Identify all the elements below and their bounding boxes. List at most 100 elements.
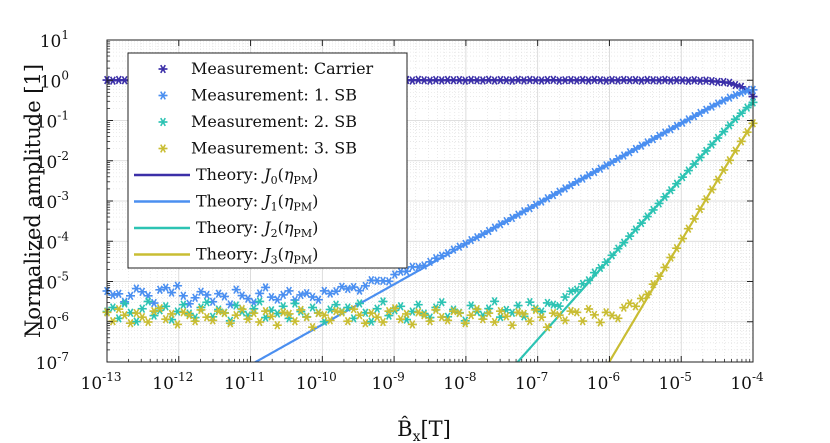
marker-measurement-3-sb [355, 310, 365, 320]
marker-measurement-3-sb [490, 317, 500, 327]
marker-measurement-2-sb [689, 159, 699, 169]
marker-measurement-3-sb [108, 316, 118, 326]
marker-measurement-1-sb [313, 295, 323, 305]
x-tick-base: 10 [659, 374, 681, 394]
marker-measurement-1-sb [419, 261, 429, 270]
marker-measurement-2-sb [601, 257, 611, 267]
marker-measurement-3-sb [472, 304, 482, 314]
marker-measurement-3-sb [331, 306, 341, 316]
marker-measurement-3-sb [396, 314, 406, 324]
marker-measurement-2-sb [355, 299, 365, 308]
x-tick-exponent: -11 [246, 370, 265, 384]
marker-measurement-3-sb [372, 312, 382, 322]
marker-measurement-3-sb [448, 306, 458, 316]
x-tick-label: 10-8 [443, 370, 476, 394]
marker-measurement-1-sb [601, 161, 611, 170]
marker-measurement-2-sb [308, 303, 318, 312]
marker-measurement-3-sb [337, 308, 347, 317]
marker-measurement-carrier [730, 80, 740, 90]
legend-box [127, 52, 408, 269]
x-tick-base: 10 [81, 374, 103, 394]
legend-paren-close: ) [312, 218, 318, 237]
marker-measurement-2-sb [725, 121, 735, 130]
marker-measurement-3-sb [678, 234, 688, 243]
marker-measurement-2-sb [413, 300, 423, 309]
y-tick-label: 101 [40, 28, 69, 52]
marker-measurement-2-sb [290, 299, 300, 308]
y-tick-base: 10 [36, 193, 58, 213]
marker-measurement-2-sb [678, 172, 688, 182]
legend-marker-icon [158, 91, 168, 100]
marker-measurement-1-sb [184, 299, 194, 309]
legend-paren-open: ( [278, 192, 284, 211]
marker-measurement-3-sb [701, 194, 711, 204]
marker-measurement-3-sb [155, 304, 165, 313]
marker-measurement-1-sb [190, 293, 200, 303]
legend-paren-open: ( [278, 245, 284, 264]
marker-measurement-1-sb [525, 203, 535, 213]
y-tick-label: 10-7 [36, 350, 69, 374]
y-tick-exponent: -6 [57, 310, 69, 324]
marker-measurement-3-sb [325, 316, 335, 325]
marker-measurement-1-sb [255, 289, 265, 298]
marker-measurement-3-sb [454, 308, 464, 318]
marker-measurement-1-sb [478, 229, 488, 239]
y-tick-base: 10 [36, 314, 58, 334]
marker-measurement-3-sb [172, 320, 182, 329]
marker-measurement-2-sb [120, 299, 130, 308]
marker-measurement-3-sb [302, 312, 312, 322]
y-tick-label: 10-2 [36, 149, 69, 173]
marker-measurement-2-sb [255, 297, 265, 306]
marker-measurement-1-sb [331, 286, 341, 296]
legend-label: Theory: J2(ηPM) [196, 218, 318, 240]
marker-measurement-3-sb [542, 322, 552, 332]
marker-measurement-carrier [513, 75, 523, 85]
marker-measurement-3-sb [319, 310, 329, 320]
legend-label: Theory: J0(ηPM) [196, 165, 318, 187]
x-tick-exponent: -10 [317, 370, 336, 384]
y-tick-exponent: -1 [57, 109, 69, 123]
marker-measurement-3-sb [566, 306, 576, 316]
marker-measurement-3-sb [219, 308, 229, 318]
x-tick-label: 10-6 [587, 370, 620, 394]
marker-measurement-3-sb [495, 306, 505, 316]
marker-measurement-1-sb [425, 257, 435, 267]
marker-measurement-1-sb [454, 242, 464, 252]
x-tick-exponent: -9 [393, 370, 405, 384]
marker-measurement-3-sb [689, 214, 699, 224]
legend-paren-open: ( [278, 218, 284, 237]
x-tick-base: 10 [515, 374, 537, 394]
y-tick-exponent: -5 [57, 270, 69, 284]
marker-measurement-3-sb [725, 156, 735, 165]
marker-measurement-3-sb [531, 305, 541, 315]
marker-measurement-3-sb [360, 318, 370, 328]
marker-measurement-1-sb [460, 239, 470, 249]
legend-eta: η [284, 245, 294, 264]
marker-measurement-1-sb [243, 294, 253, 303]
marker-measurement-3-sb [120, 310, 130, 320]
x-tick-labels: 10-13 10-12 10-11 10-10 10-9 10-8 10-7 10-6 10-5… [81, 370, 765, 394]
marker-measurement-3-sb [266, 312, 276, 321]
marker-measurement-3-sb [278, 308, 288, 317]
marker-measurement-3-sb [537, 312, 547, 322]
marker-measurement-3-sb [707, 185, 717, 194]
x-tick-label: 10-9 [371, 370, 404, 394]
marker-measurement-2-sb [742, 103, 752, 112]
y-tick-label: 10-3 [36, 189, 69, 213]
legend-paren-close: ) [312, 165, 318, 184]
x-axis-symbol: B̂ [397, 417, 412, 441]
marker-measurement-1-sb [672, 121, 682, 131]
marker-measurement-3-sb [261, 306, 271, 316]
marker-measurement-1-sb [355, 286, 365, 295]
marker-measurement-3-sb [513, 308, 523, 317]
legend-marker-icon [158, 117, 168, 127]
x-tick-label: 10-11 [224, 370, 265, 394]
marker-measurement-3-sb [390, 304, 400, 313]
marker-measurement-carrier [525, 75, 535, 85]
legend-paren-close: ) [312, 192, 318, 211]
marker-measurement-2-sb [572, 285, 582, 295]
marker-measurement-1-sb [137, 287, 147, 297]
marker-measurement-3-sb [589, 310, 599, 320]
x-tick-exponent: -4 [752, 370, 764, 384]
marker-measurement-3-sb [125, 318, 135, 328]
